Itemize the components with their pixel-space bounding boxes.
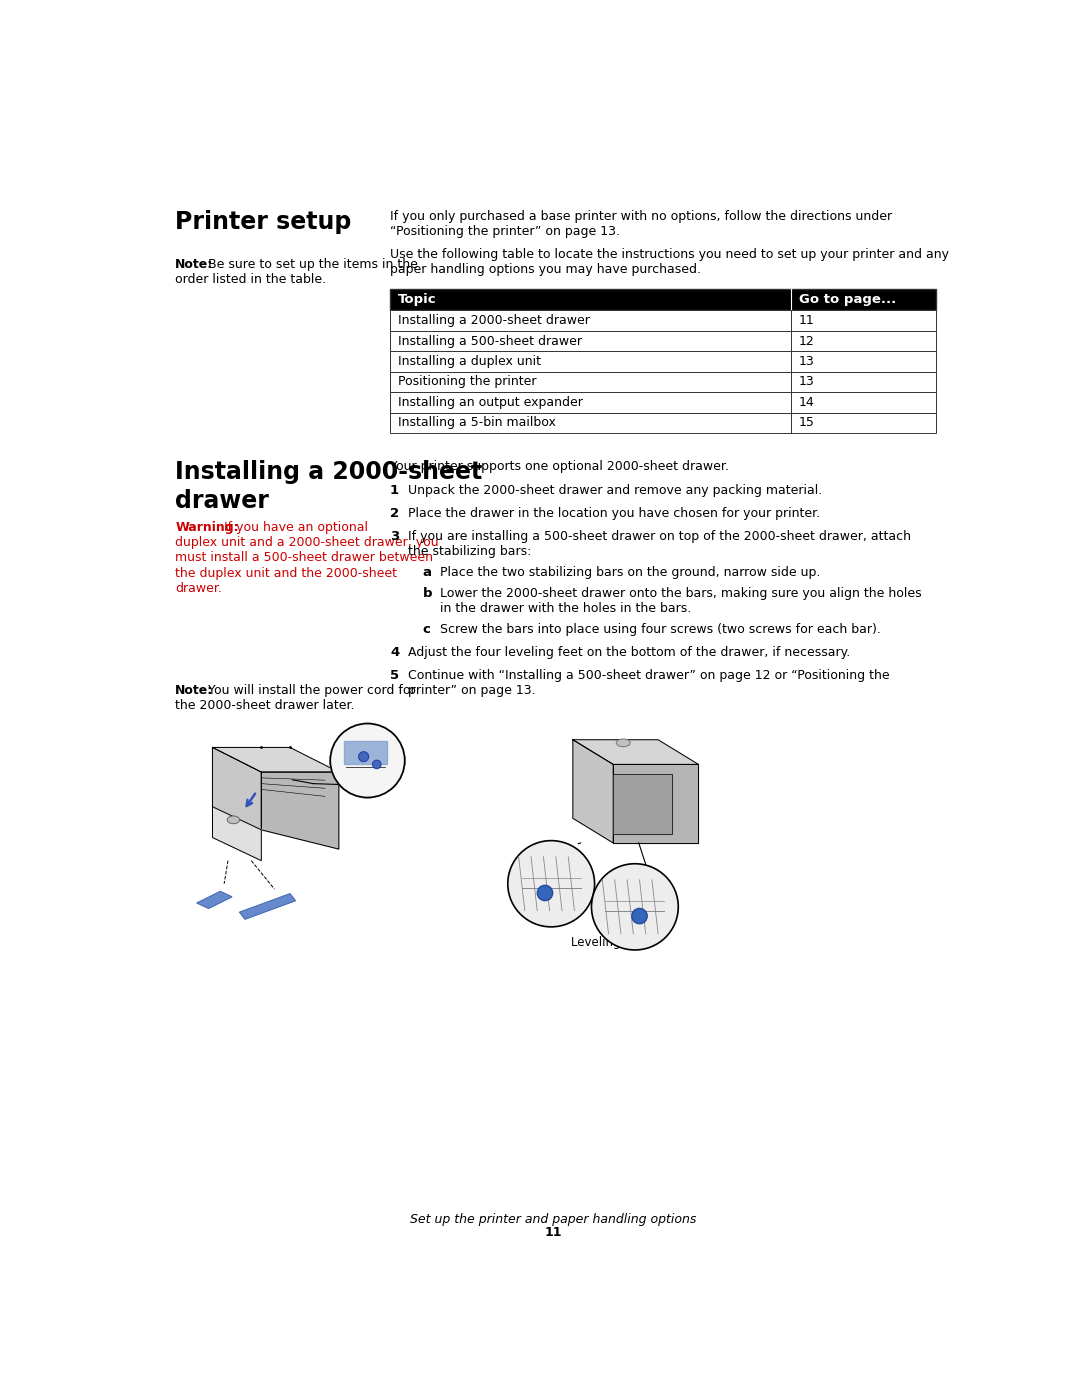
Polygon shape: [345, 742, 387, 764]
Polygon shape: [572, 740, 699, 764]
Text: 4: 4: [390, 647, 400, 659]
Text: in the drawer with the holes in the bars.: in the drawer with the holes in the bars…: [441, 602, 691, 615]
Text: Installing a 500-sheet drawer: Installing a 500-sheet drawer: [397, 335, 582, 348]
Circle shape: [537, 886, 553, 901]
Text: Place the two stabilizing bars on the ground, narrow side up.: Place the two stabilizing bars on the gr…: [441, 566, 821, 580]
Polygon shape: [330, 724, 405, 798]
Text: Note:: Note:: [175, 683, 214, 697]
Ellipse shape: [617, 739, 631, 746]
Text: Your printer supports one optional 2000-sheet drawer.: Your printer supports one optional 2000-…: [390, 460, 729, 472]
FancyBboxPatch shape: [390, 372, 935, 393]
Text: You will install the power cord for: You will install the power cord for: [204, 683, 415, 697]
Text: Adjust the four leveling feet on the bottom of the drawer, if necessary.: Adjust the four leveling feet on the bot…: [408, 647, 850, 659]
Text: Warning:: Warning:: [175, 521, 239, 535]
Text: paper handling options you may have purchased.: paper handling options you may have purc…: [390, 263, 701, 275]
Polygon shape: [240, 894, 296, 919]
Text: Place the drawer in the location you have chosen for your printer.: Place the drawer in the location you hav…: [408, 507, 820, 520]
Text: the 2000-sheet drawer later.: the 2000-sheet drawer later.: [175, 698, 355, 711]
FancyBboxPatch shape: [390, 331, 935, 351]
Text: Leveling feet: Leveling feet: [570, 936, 647, 949]
Text: 15: 15: [799, 416, 814, 429]
Polygon shape: [197, 891, 232, 908]
Text: must install a 500-sheet drawer between: must install a 500-sheet drawer between: [175, 552, 433, 564]
Text: the stabilizing bars:: the stabilizing bars:: [408, 545, 531, 557]
Text: drawer.: drawer.: [175, 581, 222, 595]
Text: Printer setup: Printer setup: [175, 210, 352, 233]
Text: If you are installing a 500-sheet drawer on top of the 2000-sheet drawer, attach: If you are installing a 500-sheet drawer…: [408, 529, 910, 543]
Text: 13: 13: [799, 355, 814, 367]
Text: “Positioning the printer” on page 13.: “Positioning the printer” on page 13.: [390, 225, 620, 237]
Ellipse shape: [227, 816, 240, 824]
Text: duplex unit and a 2000-sheet drawer, you: duplex unit and a 2000-sheet drawer, you: [175, 536, 438, 549]
Polygon shape: [572, 740, 613, 842]
Text: a: a: [422, 566, 432, 580]
Circle shape: [330, 724, 405, 798]
Text: printer” on page 13.: printer” on page 13.: [408, 685, 536, 697]
FancyBboxPatch shape: [390, 412, 935, 433]
Circle shape: [359, 752, 368, 761]
FancyBboxPatch shape: [390, 289, 935, 310]
Text: Go to page...: Go to page...: [799, 293, 896, 306]
Text: 12: 12: [799, 335, 814, 348]
Text: Note:: Note:: [175, 257, 214, 271]
Text: Installing a duplex unit: Installing a duplex unit: [397, 355, 541, 367]
Circle shape: [592, 863, 678, 950]
Text: Topic: Topic: [397, 293, 436, 306]
Text: 3: 3: [390, 529, 400, 543]
Text: If you have an optional: If you have an optional: [220, 521, 368, 535]
Polygon shape: [261, 773, 339, 849]
Text: 1: 1: [390, 485, 400, 497]
Text: 11: 11: [799, 314, 814, 327]
FancyBboxPatch shape: [390, 393, 935, 412]
FancyBboxPatch shape: [390, 351, 935, 372]
Text: 14: 14: [799, 395, 814, 409]
Circle shape: [373, 760, 381, 768]
Circle shape: [508, 841, 595, 926]
Text: 2: 2: [390, 507, 400, 520]
Text: b: b: [422, 587, 432, 601]
Polygon shape: [213, 806, 261, 861]
Text: 5: 5: [390, 669, 400, 682]
Text: Installing a 2000-sheet drawer: Installing a 2000-sheet drawer: [397, 314, 590, 327]
Polygon shape: [613, 764, 699, 842]
Text: Installing an output expander: Installing an output expander: [397, 395, 582, 409]
Text: the duplex unit and the 2000-sheet: the duplex unit and the 2000-sheet: [175, 567, 397, 580]
Text: Be sure to set up the items in the: Be sure to set up the items in the: [204, 257, 418, 271]
Polygon shape: [213, 747, 261, 830]
Text: drawer: drawer: [175, 489, 269, 513]
Text: Screw the bars into place using four screws (two screws for each bar).: Screw the bars into place using four scr…: [441, 623, 881, 637]
FancyBboxPatch shape: [390, 310, 935, 331]
Text: 13: 13: [799, 376, 814, 388]
Text: Continue with “Installing a 500-sheet drawer” on page 12 or “Positioning the: Continue with “Installing a 500-sheet dr…: [408, 669, 890, 682]
Text: 11: 11: [544, 1227, 563, 1239]
Text: Use the following table to locate the instructions you need to set up your print: Use the following table to locate the in…: [390, 247, 949, 261]
Text: If you only purchased a base printer with no options, follow the directions unde: If you only purchased a base printer wit…: [390, 210, 892, 224]
Text: Set up the printer and paper handling options: Set up the printer and paper handling op…: [410, 1213, 697, 1225]
Text: Unpack the 2000-sheet drawer and remove any packing material.: Unpack the 2000-sheet drawer and remove …: [408, 485, 822, 497]
Text: Positioning the printer: Positioning the printer: [397, 376, 537, 388]
Text: Lower the 2000-sheet drawer onto the bars, making sure you align the holes: Lower the 2000-sheet drawer onto the bar…: [441, 587, 922, 601]
Polygon shape: [213, 747, 339, 773]
Text: Installing a 5-bin mailbox: Installing a 5-bin mailbox: [397, 416, 555, 429]
Text: order listed in the table.: order listed in the table.: [175, 272, 326, 286]
Circle shape: [632, 908, 647, 923]
Text: c: c: [422, 623, 431, 637]
Polygon shape: [613, 774, 672, 834]
Text: Installing a 2000-sheet: Installing a 2000-sheet: [175, 460, 483, 483]
